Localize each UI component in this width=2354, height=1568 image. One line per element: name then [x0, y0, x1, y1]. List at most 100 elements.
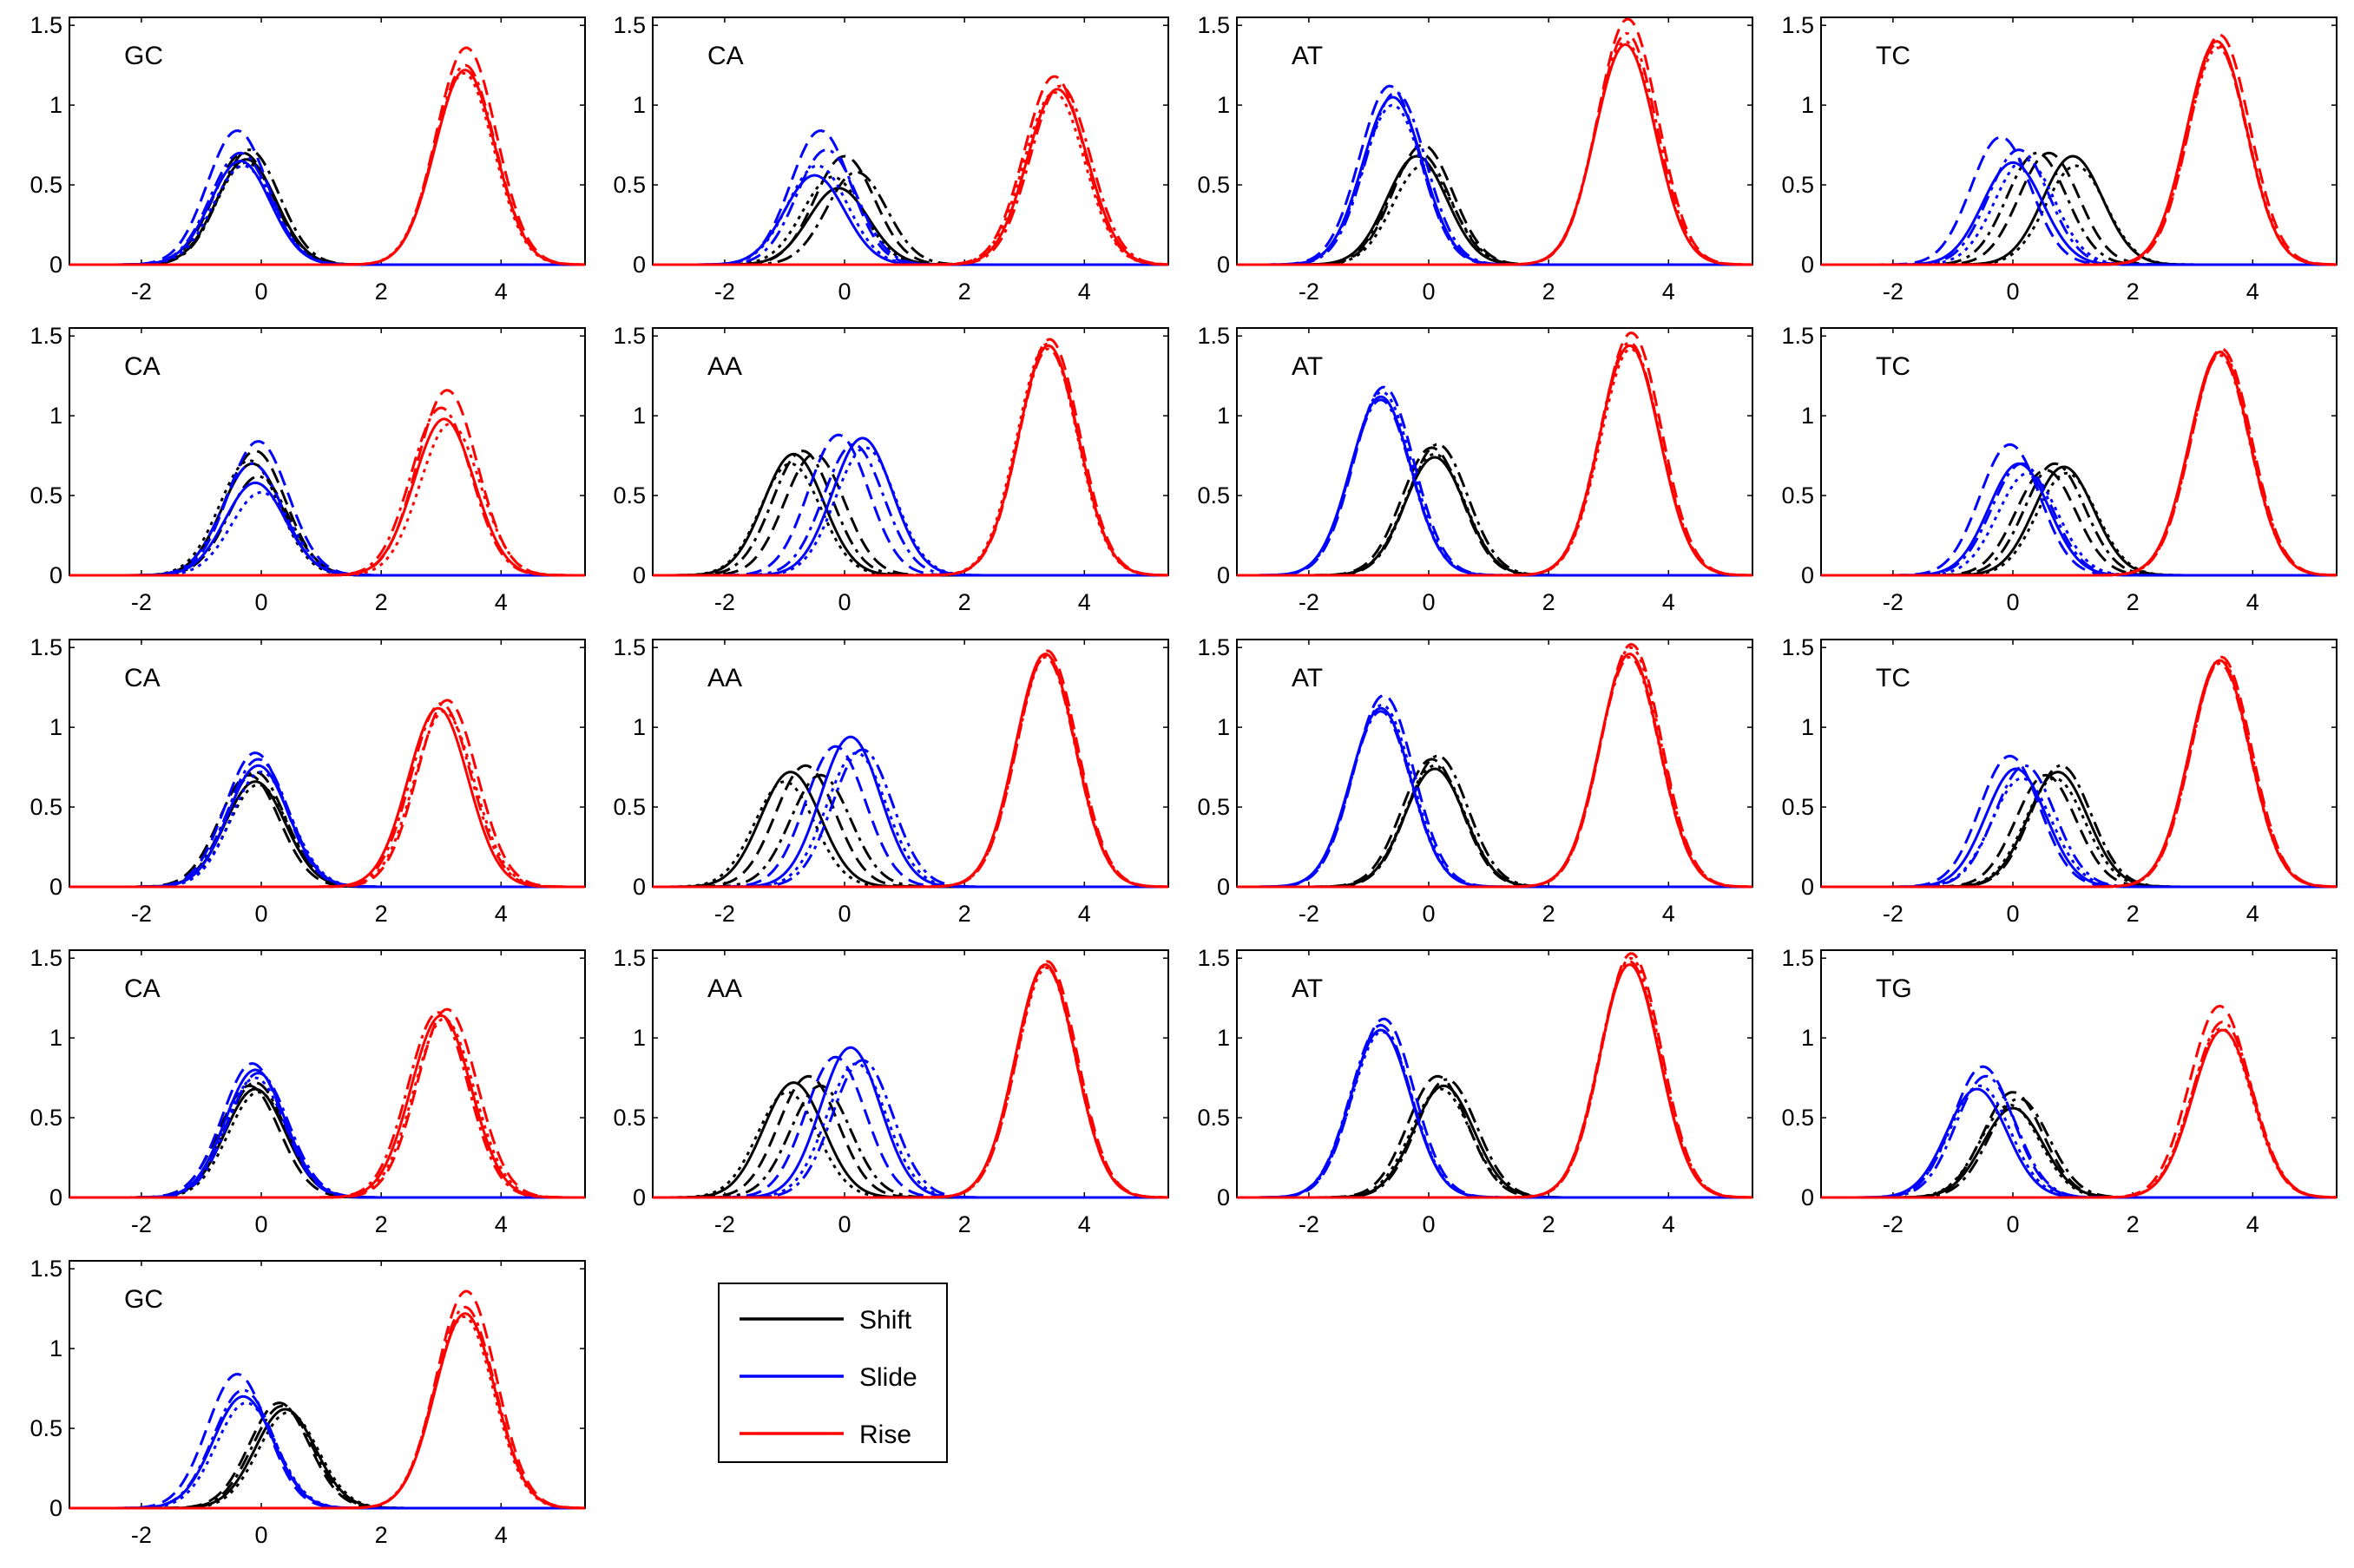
x-tick-label: 0	[1423, 1211, 1436, 1237]
x-tick-label: -2	[131, 901, 152, 927]
x-tick-label: 4	[1078, 279, 1091, 305]
curve-rise-dotted	[1821, 46, 2337, 266]
y-tick-label: 0.5	[1781, 1105, 1814, 1131]
y-tick-label: 1.5	[613, 634, 646, 660]
curve-slide-dashed	[653, 1055, 1168, 1199]
y-tick-label: 0	[49, 252, 62, 278]
curve-slide-dashed	[1821, 443, 2337, 577]
curve-slide-dotted	[69, 490, 585, 577]
y-tick-label: 1	[1801, 403, 1814, 429]
y-tick-label: 0.5	[1781, 172, 1814, 198]
y-tick-label: 0.5	[1781, 482, 1814, 508]
curve-rise-dotted	[1237, 646, 1752, 889]
panel-1: -2 0 2 4 0 0.5 1 1.5 GC	[30, 12, 586, 305]
x-tick-label: 0	[838, 901, 852, 927]
y-tick-label: 0	[633, 562, 646, 588]
y-tick-label: 0.5	[613, 172, 646, 198]
curve-rise-dashdot	[1821, 662, 2338, 889]
x-tick-label: 2	[375, 589, 388, 615]
panel-3: -2 0 2 4 0 0.5 1 1.5 AT	[1197, 12, 1753, 305]
y-tick-label: 0	[1801, 252, 1814, 278]
y-tick-label: 0	[633, 252, 646, 278]
y-tick-label: 1.5	[1781, 945, 1814, 971]
panel-label: AT	[1292, 352, 1323, 381]
x-tick-label: 4	[1078, 901, 1091, 927]
y-tick-label: 0	[49, 1184, 62, 1210]
x-tick-label: 0	[1423, 901, 1436, 927]
y-tick-label: 1.5	[1197, 634, 1230, 660]
y-tick-label: 1.5	[1197, 12, 1230, 38]
panel-frame	[1236, 16, 1753, 266]
curves	[1821, 347, 2338, 577]
x-tick-label: -2	[1299, 589, 1319, 615]
x-tick-label: -2	[131, 589, 152, 615]
y-tick-label: 1.5	[1197, 323, 1230, 349]
y-tick-label: 1	[49, 1335, 62, 1361]
x-tick-label: 4	[495, 1211, 508, 1237]
curve-rise-dashdot	[1821, 1020, 2338, 1199]
y-tick-label: 0.5	[613, 794, 646, 820]
y-tick-label: 0	[1801, 562, 1814, 588]
curves	[69, 1007, 585, 1199]
legend-label-shift: Shift	[859, 1306, 912, 1335]
panel-label: AA	[707, 352, 742, 381]
y-tick-label: 1	[633, 1025, 646, 1051]
x-tick-label: 2	[375, 1522, 388, 1548]
y-tick-label: 0.5	[30, 1105, 62, 1131]
panel-frame	[1820, 949, 2338, 1198]
panel-14: -2 0 2 4 0 0.5 1 1.5 AA	[613, 945, 1169, 1237]
curve-shift-dotted	[1821, 471, 2337, 577]
x-tick-label: -2	[131, 1522, 152, 1548]
x-tick-label: 4	[1662, 901, 1675, 927]
x-tick-label: -2	[131, 279, 152, 305]
x-tick-label: 0	[1423, 589, 1436, 615]
panel-6: -2 0 2 4 0 0.5 1 1.5 AA	[613, 323, 1169, 615]
y-tick-label: 1.5	[30, 12, 62, 38]
y-tick-label: 0	[1217, 1184, 1230, 1210]
y-tick-label: 0.5	[1197, 1105, 1230, 1131]
curve-rise-dashdot	[653, 84, 1169, 266]
x-tick-label: 0	[255, 1522, 268, 1548]
curves	[1821, 655, 2338, 889]
y-tick-label: 1.5	[1197, 945, 1230, 971]
x-tick-label: 4	[1662, 279, 1675, 305]
panel-label: AT	[1292, 974, 1323, 1003]
legend-label-slide: Slide	[859, 1363, 917, 1392]
y-tick-label: 1	[1217, 403, 1230, 429]
x-tick-label: -2	[714, 1211, 735, 1237]
x-tick-label: -2	[1299, 901, 1319, 927]
panel-label: TC	[1876, 352, 1910, 381]
curve-rise-dashdot	[1237, 31, 1753, 266]
y-tick-label: 1.5	[613, 945, 646, 971]
x-tick-label: 0	[838, 589, 852, 615]
x-tick-label: -2	[1883, 589, 1904, 615]
x-tick-label: -2	[1883, 279, 1904, 305]
panel-9: -2 0 2 4 0 0.5 1 1.5 CA	[30, 634, 586, 927]
y-tick-label: 1	[633, 92, 646, 118]
panel-frame	[69, 327, 586, 576]
panel-label: CA	[124, 974, 161, 1003]
x-tick-label: 2	[1542, 279, 1555, 305]
legend: Shift Slide Rise	[718, 1283, 948, 1463]
curve-slide-dotted	[1237, 390, 1752, 577]
y-tick-label: 1.5	[30, 323, 62, 349]
panel-label: TG	[1876, 974, 1912, 1003]
curve-rise-dotted	[653, 90, 1169, 266]
panel-label: CA	[707, 42, 744, 70]
panel-7: -2 0 2 4 0 0.5 1 1.5 AT	[1197, 323, 1753, 615]
panel-label: TC	[1876, 42, 1910, 70]
x-tick-label: 4	[2246, 279, 2259, 305]
curve-slide-dashed	[1237, 1017, 1752, 1199]
curve-slide-dashed	[1821, 754, 2337, 889]
x-tick-label: 2	[2127, 589, 2140, 615]
y-tick-label: 0	[633, 1184, 646, 1210]
x-tick-label: -2	[1883, 1211, 1904, 1237]
panel-17: -2 0 2 4 0 0.5 1 1.5 GC	[30, 1256, 586, 1548]
y-tick-label: 1	[49, 1025, 62, 1051]
panel-10: -2 0 2 4 0 0.5 1 1.5 AA	[613, 634, 1169, 927]
curves	[69, 46, 585, 266]
y-tick-label: 1.5	[1781, 634, 1814, 660]
x-tick-label: 2	[958, 901, 971, 927]
x-tick-label: -2	[714, 279, 735, 305]
